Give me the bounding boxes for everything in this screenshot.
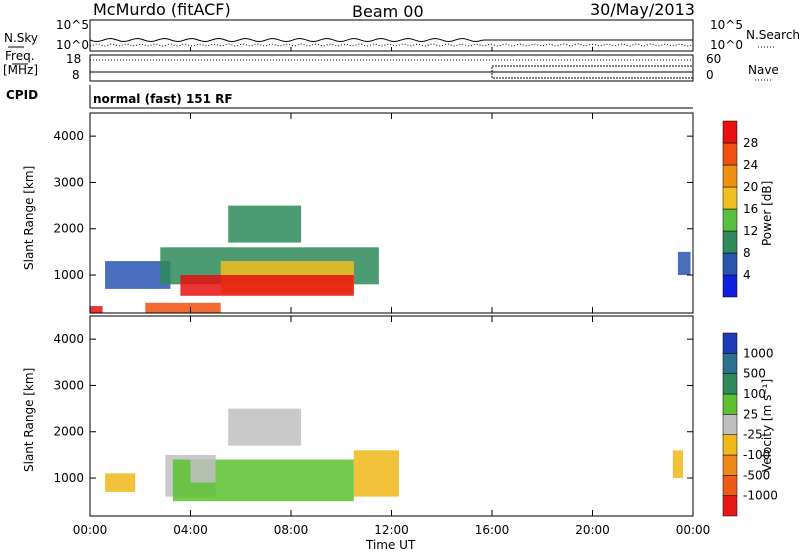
noise-trace xyxy=(89,37,694,47)
colorbar-tick-label: 25 xyxy=(743,407,758,421)
colorbar-tick-label: -1000 xyxy=(743,489,778,503)
nsky-label: N.Sky xyxy=(4,31,39,45)
colorbar-cell xyxy=(722,353,738,374)
colorbar-tick-label: 28 xyxy=(743,136,758,150)
nsky-trace xyxy=(89,37,693,43)
power-panel xyxy=(90,205,691,313)
colorbar-cell xyxy=(722,164,738,188)
colorbar-cell xyxy=(722,252,738,276)
x-tick-label: 00:00 xyxy=(676,523,711,537)
y-tick-label: 1000 xyxy=(53,471,84,485)
colorbar-tick-label: -500 xyxy=(743,468,770,482)
colorbar-cell xyxy=(722,120,738,144)
freq-label: Freq. xyxy=(5,49,35,63)
nave-dense-block xyxy=(491,65,694,79)
x-tick-label: 20:00 xyxy=(575,523,610,537)
velocity-y-axis-label: Slant Range [km] xyxy=(22,367,36,472)
colorbar-tick-label: 4 xyxy=(743,268,751,282)
noise-right-top-tick: 10^5 xyxy=(710,18,743,32)
heatmap-region-1-6 xyxy=(672,450,683,479)
colorbar-cell xyxy=(722,274,738,298)
heatmap-region-1-4 xyxy=(353,450,399,497)
y-tick-label: 1000 xyxy=(53,268,84,282)
colorbar-tick-label: 20 xyxy=(743,180,758,194)
noise-left-bottom-tick: 10^0 xyxy=(56,38,89,52)
freq-left-bottom-tick: 8 xyxy=(72,68,80,82)
heatmap-region-0-1 xyxy=(105,261,171,289)
noise-right-bottom-tick: 10^0 xyxy=(710,38,743,52)
colorbar-cell xyxy=(722,373,738,395)
colorbar-tick-label: -100 xyxy=(743,448,770,462)
noise-left-top-tick: 10^5 xyxy=(56,18,89,32)
colorbar-cell xyxy=(722,495,738,517)
radar-title: McMurdo (fitACF) xyxy=(93,0,231,19)
heatmap-region-0-6 xyxy=(228,205,302,243)
nave-label: Nave xyxy=(748,63,779,77)
date-label: 30/May/2013 xyxy=(590,0,695,19)
heatmap-region-1-5 xyxy=(228,408,302,446)
y-tick-label: 2000 xyxy=(53,222,84,236)
x-tick-label: 16:00 xyxy=(475,523,510,537)
colorbars-group: 4 8 12 16 20 24 28 1000 500 100 25 -25 -100 -500 -1000 xyxy=(722,120,778,517)
x-tick-label: 12:00 xyxy=(374,523,409,537)
cpid-label: CPID xyxy=(6,88,39,102)
colorbar-tick-label: 500 xyxy=(743,367,766,381)
colorbar-cell xyxy=(722,230,738,254)
freq-unit-label: [MHz] xyxy=(3,63,39,77)
colorbar-cell xyxy=(722,208,738,232)
colorbar-tick-label: 12 xyxy=(743,224,758,238)
colorbar-cell xyxy=(722,186,738,210)
y-tick-label: 4000 xyxy=(53,129,84,143)
y-tick-label: 4000 xyxy=(53,332,84,346)
x-axis-label: Time UT xyxy=(366,538,416,552)
x-tick-label: 00:00 xyxy=(73,523,108,537)
velocity-colorbar-label: Velocity [m s⁻¹] xyxy=(760,378,774,472)
velocity-panel xyxy=(105,408,683,502)
heatmap-region-0-7 xyxy=(677,251,691,275)
colorbar-tick-label: 100 xyxy=(743,387,766,401)
heatmap-region-0-0 xyxy=(90,306,103,313)
freq-panel-frame xyxy=(89,54,694,82)
freq-trace xyxy=(90,59,694,79)
freq-right-bottom-tick: 0 xyxy=(706,68,714,82)
y-tick-label: 2000 xyxy=(53,425,84,439)
power-y-axis-label: Slant Range [km] xyxy=(22,165,36,270)
colorbar-tick-label: 8 xyxy=(743,246,751,260)
colorbar-cell xyxy=(722,454,738,476)
heatmap-region-1-0 xyxy=(105,473,136,492)
heatmap-region-0-4 xyxy=(180,275,354,296)
freq-left-top-tick: 18 xyxy=(66,52,82,66)
y-tick-label: 3000 xyxy=(53,175,84,189)
axes-group: 00:00 04:00 08:00 12:00 16:00 20:00 00:00 1000 2… xyxy=(53,47,710,537)
colorbar-cell xyxy=(722,332,738,354)
x-tick-label: 04:00 xyxy=(173,523,208,537)
colorbar-tick-label: 24 xyxy=(743,158,758,172)
nsearch-trace xyxy=(89,43,694,47)
beam-label: Beam 00 xyxy=(352,2,424,21)
nsearch-label: N.Search xyxy=(746,28,800,42)
heatmap-region-1-3 xyxy=(190,459,216,483)
colorbar-cell xyxy=(722,475,738,496)
colorbar-cell xyxy=(722,434,738,456)
colorbar-cell xyxy=(722,393,738,415)
colorbar-tick-label: 16 xyxy=(743,202,758,216)
cpid-text: normal (fast) 151 RF xyxy=(93,92,233,106)
colorbar-cell xyxy=(722,414,738,435)
noise-panel-frame xyxy=(89,19,694,52)
power-colorbar-label: Power [dB] xyxy=(760,180,774,246)
colorbar-tick-label: -25 xyxy=(743,428,763,442)
x-tick-label: 08:00 xyxy=(274,523,309,537)
y-tick-label: 3000 xyxy=(53,378,84,392)
colorbar-cell xyxy=(722,142,738,166)
colorbar-tick-label: 1000 xyxy=(743,346,774,360)
freq-right-top-tick: 60 xyxy=(706,52,722,66)
heatmap-region-0-5 xyxy=(145,302,221,313)
